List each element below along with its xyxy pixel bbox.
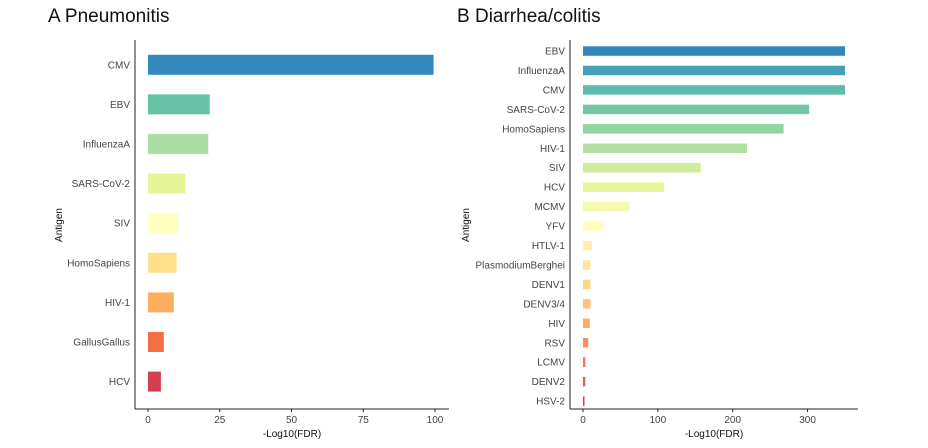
panel-b-bar xyxy=(583,46,845,56)
panel-b-category-label: RSV xyxy=(544,338,565,349)
panel-b-category-label: EBV xyxy=(545,47,565,58)
panel-b-x-tick-label: 100 xyxy=(650,415,667,426)
panel-b-title: B Diarrhea/colitis xyxy=(457,6,601,27)
panel-b-category-label: YFV xyxy=(546,222,566,233)
panel-b-bar xyxy=(583,318,590,329)
panel-b-x-axis-title: -Log10(FDR) xyxy=(685,429,743,440)
panel-b-bar xyxy=(583,65,845,76)
panel-b-category-label: LCMV xyxy=(537,358,565,369)
panel-a-category-label: SARS-CoV-2 xyxy=(72,179,131,190)
panel-a-bar xyxy=(148,173,186,194)
panel-a-category-label: HomoSapiens xyxy=(67,258,130,269)
panel-b-bar xyxy=(583,162,701,173)
panel-b-x-tick-label: 300 xyxy=(799,415,816,426)
panel-b-bar xyxy=(583,124,784,134)
panel-b-category-label: DENV3/4 xyxy=(523,299,565,310)
panel-a-bar xyxy=(148,54,434,75)
panel-a-x-tick-label: 75 xyxy=(358,415,370,426)
panel-b-category-label: PlasmodiumBerghei xyxy=(476,260,566,271)
panel-b-y-axis-title: Antigen xyxy=(461,208,472,242)
panel-b-x-tick-label: 0 xyxy=(580,415,586,426)
panel-a-bar xyxy=(148,94,210,115)
panel-b-bar xyxy=(583,357,586,367)
panel-b-category-label: SIV xyxy=(549,163,565,174)
panel-a-title: A Pneumonitis xyxy=(48,6,170,27)
panel-b-bar xyxy=(583,240,592,251)
panel-a-category-label: GallusGallus xyxy=(73,338,130,349)
panel-b-bar xyxy=(583,260,591,270)
panel-b-category-label: HIV-1 xyxy=(540,144,565,155)
panel-b-bar xyxy=(583,201,630,212)
panel-b-category-label: SARS-CoV-2 xyxy=(507,105,566,116)
panel-b-bar xyxy=(583,338,589,348)
panel-b-x-tick-label: 200 xyxy=(724,415,741,426)
panel-a-bar xyxy=(148,134,209,154)
panel-a-y-axis-title: Antigen xyxy=(54,208,65,242)
panel-b-bar xyxy=(583,85,845,95)
panel-a-bar xyxy=(148,292,174,313)
panel-b-bar xyxy=(583,279,591,290)
panel-b-category-label: HIV xyxy=(548,319,565,330)
panel-a-x-tick-label: 50 xyxy=(286,415,298,426)
panel-a-category-label: InfluenzaA xyxy=(83,140,131,151)
panel-b-category-label: HCV xyxy=(544,183,565,194)
panel-a-category-label: HIV-1 xyxy=(105,298,130,309)
panel-b-category-label: HTLV-1 xyxy=(532,241,566,252)
panel-b-bar xyxy=(583,143,747,154)
panel-a-category-label: EBV xyxy=(110,100,130,111)
panel-b-category-label: MCMV xyxy=(534,202,565,213)
panel-b-category-label: HSV-2 xyxy=(536,397,565,408)
panel-b-category-label: DENV2 xyxy=(532,377,566,388)
panel-b-category-label: HomoSapiens xyxy=(502,124,565,135)
panel-a-category-label: HCV xyxy=(109,377,130,388)
panel-b-bar xyxy=(583,182,664,192)
panel-a-x-axis-title: -Log10(FDR) xyxy=(263,429,321,440)
panel-b-bar xyxy=(583,299,591,309)
panel-a-bar xyxy=(148,252,177,273)
panel-b-bar xyxy=(583,104,810,115)
panel-b-category-label: DENV1 xyxy=(532,280,566,291)
panel-a-bar xyxy=(148,332,164,352)
panel-b-bar xyxy=(583,221,604,231)
panel-a-x-tick-label: 25 xyxy=(214,415,226,426)
panel-a-category-label: CMV xyxy=(108,60,131,71)
panel-a-category-label: SIV xyxy=(114,219,130,230)
panel-a-bar xyxy=(148,371,161,392)
panel-a-x-tick-label: 0 xyxy=(145,415,151,426)
panel-b-category-label: CMV xyxy=(543,85,566,96)
panel-a-bar xyxy=(148,213,179,234)
panel-a-x-tick-label: 100 xyxy=(427,415,444,426)
panel-b-bar xyxy=(583,396,585,406)
panel-b-category-label: InfluenzaA xyxy=(518,66,566,77)
panel-b-bar xyxy=(583,376,586,387)
